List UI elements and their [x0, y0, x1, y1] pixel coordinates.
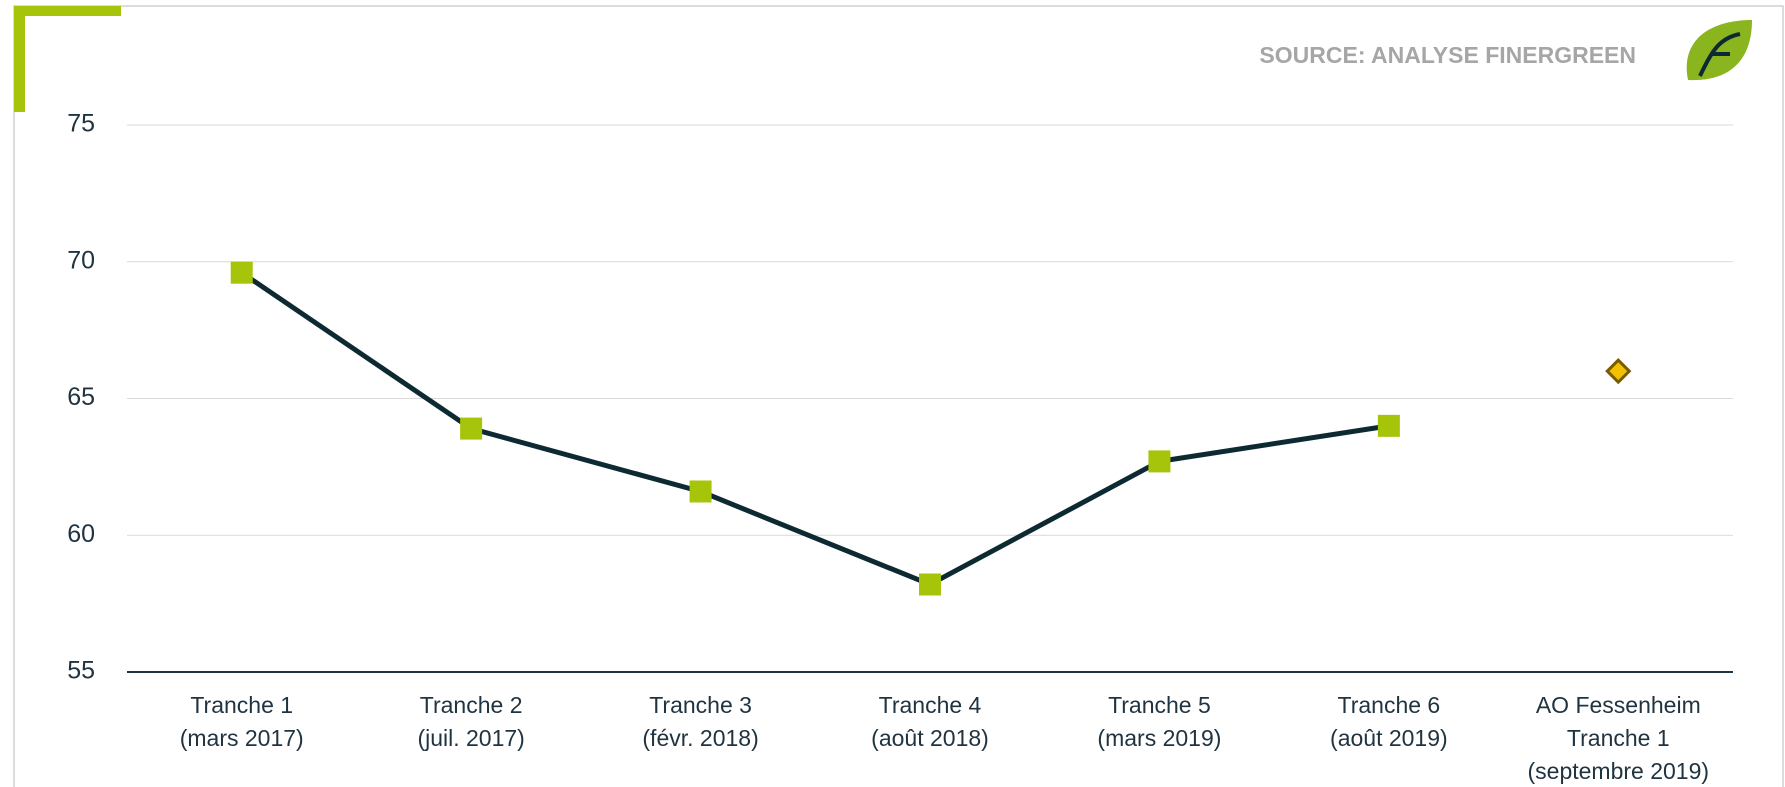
x-tick-label: Tranche 5: [1108, 692, 1211, 718]
x-tick-label: (septembre 2019): [1528, 758, 1710, 784]
x-tick-label: (mars 2017): [180, 725, 304, 751]
marker: [919, 573, 941, 596]
y-tick-label: 75: [67, 110, 95, 138]
x-tick-label: Tranche 6: [1338, 692, 1441, 718]
x-tick-label: Tranche 4: [879, 692, 982, 718]
x-tick-label: Tranche 1: [1567, 725, 1670, 751]
x-tick-label: AO Fessenheim: [1536, 692, 1701, 718]
x-tick-label: (août 2019): [1330, 725, 1448, 751]
x-tick-label: Tranche 3: [649, 692, 752, 718]
y-tick-label: 55: [67, 657, 95, 685]
x-tick-label: Tranche 1: [190, 692, 293, 718]
y-tick-label: 70: [67, 246, 95, 274]
x-tick-label: Tranche 2: [420, 692, 523, 718]
logo: [1686, 20, 1752, 81]
marker: [1377, 414, 1400, 437]
y-tick-label: 65: [67, 383, 95, 411]
marker: [230, 261, 253, 284]
x-tick-label: (août 2018): [871, 725, 989, 751]
marker: [689, 480, 712, 503]
marker: [460, 417, 483, 440]
x-tick-label: (mars 2019): [1097, 725, 1221, 751]
line: [240, 270, 1390, 587]
source: SOURCE: ANALYSE FINERGREEN: [1259, 42, 1636, 68]
frame: [13, 5, 1784, 787]
y-tick-label: 60: [67, 520, 95, 548]
marker: [1605, 358, 1632, 385]
marker: [1148, 450, 1171, 473]
corner-accent: [14, 6, 121, 112]
x-tick-label: (févr. 2018): [642, 725, 758, 751]
x-tick-label: (juil. 2017): [417, 725, 524, 751]
